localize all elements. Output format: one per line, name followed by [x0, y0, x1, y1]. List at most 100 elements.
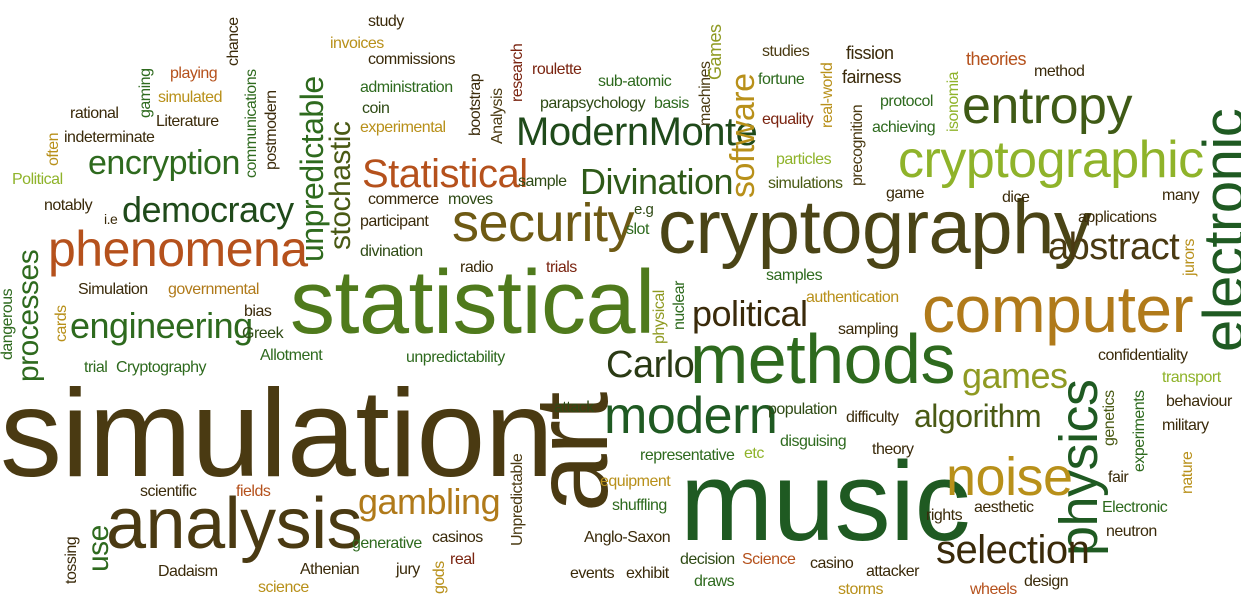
word: behaviour: [1166, 393, 1232, 410]
word: many: [1162, 187, 1200, 204]
word: jury: [396, 561, 420, 578]
word: wheels: [970, 581, 1017, 598]
word: use: [82, 525, 115, 572]
word: casino: [810, 555, 854, 572]
word: parapsychology: [540, 95, 646, 112]
word: disguising: [780, 433, 847, 450]
word: decision: [680, 551, 735, 568]
word: ModernMonte: [516, 110, 758, 154]
word: real-world: [819, 62, 836, 128]
word: Electronic: [1102, 499, 1168, 516]
word: etc: [744, 445, 764, 462]
word: cryptography: [658, 185, 1092, 270]
word: Simulation: [78, 281, 148, 298]
word: stochastic: [324, 121, 357, 250]
word: population: [768, 401, 837, 418]
word: Literature: [156, 113, 219, 130]
word: transport: [1162, 369, 1221, 386]
word: Statistical: [362, 152, 528, 196]
word: political: [692, 293, 808, 334]
word: simulated: [158, 89, 222, 106]
word: playing: [170, 65, 218, 82]
word: computer: [922, 272, 1194, 346]
word: trial: [84, 359, 108, 376]
word: music: [680, 439, 970, 564]
word: aesthetic: [974, 499, 1034, 516]
word: theory: [872, 441, 914, 458]
word: gaming: [137, 68, 154, 118]
word: samples: [766, 267, 823, 284]
word: rational: [70, 105, 119, 122]
word: unpredictability: [406, 349, 505, 366]
word: nuclear: [671, 281, 688, 330]
word: e.g: [634, 201, 654, 218]
word: fields: [236, 483, 271, 500]
word: sub-atomic: [598, 73, 672, 90]
word: sample: [518, 173, 567, 190]
word: neutron: [1106, 523, 1157, 540]
word: precognition: [849, 104, 866, 186]
word: genetics: [1101, 390, 1118, 446]
word: software: [724, 73, 762, 199]
word: coin: [362, 100, 390, 117]
word: attacker: [866, 563, 919, 580]
word: processes: [12, 249, 45, 382]
word: modern: [604, 387, 778, 445]
word: simulations: [768, 175, 843, 192]
word: jurors: [1181, 238, 1198, 276]
word: abstract: [1048, 226, 1180, 268]
word: Cryptography: [116, 359, 207, 376]
word: fair: [1108, 469, 1129, 486]
word: physical: [651, 290, 668, 344]
word: Divination: [580, 161, 734, 202]
word: encryption: [88, 144, 240, 182]
word: cryptographic: [898, 131, 1204, 189]
word: trials: [546, 259, 577, 276]
word: roulette: [532, 61, 582, 78]
word: study: [368, 13, 404, 30]
word: often: [45, 132, 62, 166]
word: administration: [360, 79, 453, 96]
word: participant: [360, 213, 429, 230]
word: confidentiality: [1098, 347, 1188, 364]
word: nature: [1179, 451, 1196, 494]
word: analysis: [106, 484, 363, 564]
word: tossing: [63, 536, 80, 584]
word: divination: [360, 243, 423, 260]
word: experiments: [1131, 390, 1148, 472]
word: simulation: [0, 365, 554, 503]
word: Unpredictable: [509, 453, 526, 546]
word: Allotment: [260, 347, 323, 364]
word: game: [886, 185, 925, 202]
word: fission: [846, 43, 894, 63]
word: methods: [690, 320, 955, 398]
word: Science: [742, 551, 796, 568]
word: Greek: [242, 325, 284, 342]
word: Games: [705, 24, 725, 80]
word: electronic: [1192, 108, 1241, 352]
word: exhibit: [626, 565, 669, 582]
word: statistical: [290, 253, 655, 353]
word: theories: [966, 49, 1027, 69]
word: shuffling: [612, 497, 667, 514]
word: isonomia: [945, 71, 962, 132]
word: invoices: [330, 35, 384, 52]
word: basis: [654, 95, 689, 112]
word: selection: [936, 528, 1090, 572]
word: security: [452, 193, 635, 253]
word: difficulty: [846, 409, 899, 426]
word: Political: [12, 171, 63, 188]
word: science: [258, 579, 309, 596]
word: moves: [448, 191, 493, 208]
word: cards: [53, 305, 70, 342]
word: entropy: [962, 77, 1132, 135]
word: Athenian: [300, 561, 360, 578]
word: storms: [838, 581, 884, 598]
word: chance: [225, 17, 242, 66]
word: communications: [243, 69, 260, 178]
word: events: [570, 565, 615, 582]
word: equipment: [600, 473, 671, 490]
word: governmental: [168, 281, 259, 298]
word: experimental: [360, 119, 446, 136]
